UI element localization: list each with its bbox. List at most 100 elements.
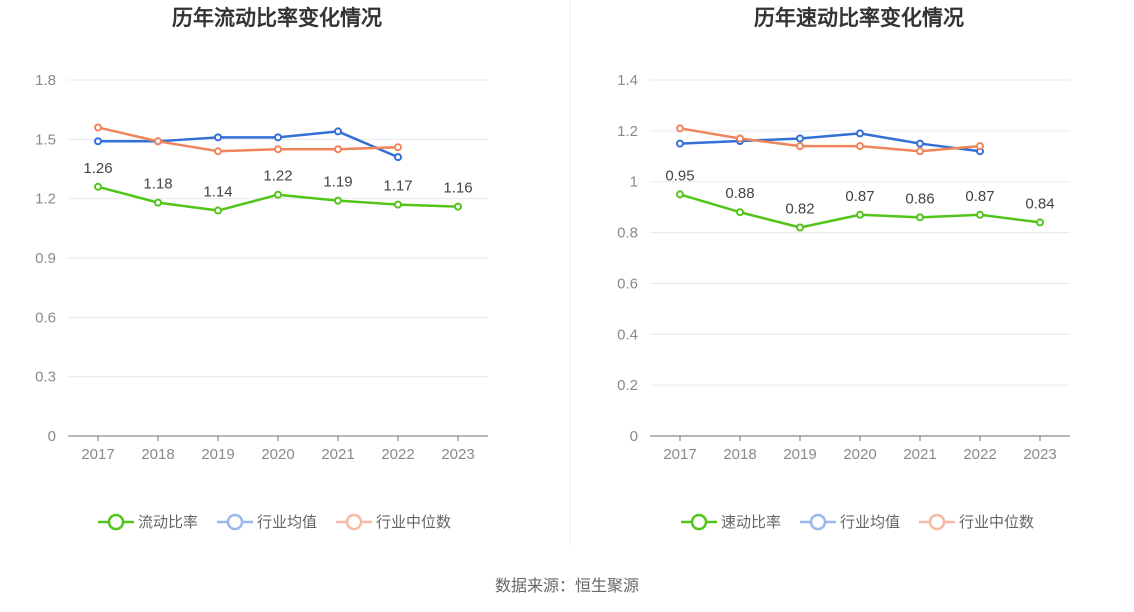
x-tick-label: 2021	[321, 446, 354, 463]
x-tick-label: 2019	[201, 446, 234, 463]
y-axis-ticks: 0 0.2 0.4 0.6 0.8 1 1.2 1.4	[617, 72, 638, 445]
data-point-industry-average	[394, 153, 402, 162]
x-axis	[68, 435, 488, 441]
series-line-industry-average	[679, 132, 981, 153]
legend-label-main: 流动比率	[138, 513, 198, 531]
data-label: 0.95	[665, 167, 694, 184]
x-tick-label: 2020	[843, 446, 876, 463]
legend[interactable]: 流动比率 行业均值 行业中位数	[98, 513, 451, 531]
data-point-main	[334, 196, 342, 205]
data-point-industry-median	[394, 143, 402, 152]
legend-label-industry-average: 行业均值	[840, 513, 900, 531]
data-point-industry-median	[94, 123, 102, 132]
data-point-industry-average	[916, 139, 924, 148]
series-line-industry-median	[679, 127, 981, 153]
legend-label-main: 速动比率	[721, 513, 781, 531]
legend-marker-main	[690, 513, 708, 531]
data-label: 1.26	[83, 160, 112, 177]
x-tick-label: 2021	[903, 446, 936, 463]
legend[interactable]: 速动比率 行业均值 行业中位数	[681, 513, 1034, 531]
data-label: 1.14	[203, 184, 232, 201]
chart-title: 历年流动比率变化情况	[172, 6, 382, 30]
y-axis-ticks: 0 0.3 0.6 0.9 1.2 1.5 1.8	[35, 72, 56, 445]
data-point-industry-median	[676, 124, 684, 133]
data-point-industry-median	[736, 134, 744, 143]
y-tick-label: 1.5	[35, 131, 56, 148]
y-tick-label: 0.6	[617, 275, 638, 292]
data-point-industry-median	[274, 145, 282, 154]
series-line-industry-median	[97, 126, 399, 153]
data-point-main	[454, 202, 462, 211]
data-point-industry-median	[154, 137, 162, 146]
legend-marker-industry-median	[345, 513, 363, 531]
x-tick-label: 2018	[723, 446, 756, 463]
legend-label-industry-average: 行业均值	[257, 513, 317, 531]
x-tick-label: 2018	[141, 446, 174, 463]
data-point-main	[856, 210, 864, 219]
data-point-industry-average	[94, 137, 102, 146]
data-point-main	[796, 223, 804, 232]
x-tick-label: 2019	[783, 446, 816, 463]
y-tick-label: 0.2	[617, 377, 638, 394]
data-point-industry-median	[334, 145, 342, 154]
data-point-main	[214, 206, 222, 215]
y-tick-label: 0.8	[617, 225, 638, 242]
legend-marker-industry-average	[809, 513, 827, 531]
x-tick-label: 2022	[963, 446, 996, 463]
data-point-main	[976, 210, 984, 219]
y-tick-label: 0.9	[35, 250, 56, 267]
data-point-main	[676, 190, 684, 199]
y-tick-label: 1.8	[35, 72, 56, 89]
quick-ratio-chart: 历年速动比率变化情况 0 0.2 0.4 0.6 0.8 1 1.2 1.4 2017 2018…	[617, 6, 1070, 531]
x-tick-label: 2020	[261, 446, 294, 463]
x-tick-label: 2017	[81, 446, 114, 463]
data-point-industry-median	[214, 147, 222, 156]
data-label: 0.87	[965, 188, 994, 205]
data-point-industry-average	[676, 139, 684, 148]
data-point-industry-median	[856, 142, 864, 151]
legend-marker-industry-median	[928, 513, 946, 531]
data-label: 0.84	[1025, 195, 1054, 212]
grid-lines	[68, 79, 488, 378]
y-tick-label: 0	[48, 428, 56, 445]
y-tick-label: 0.3	[35, 369, 56, 386]
data-point-industry-median	[976, 142, 984, 151]
x-axis	[650, 435, 1070, 441]
y-tick-label: 0.4	[617, 326, 638, 343]
y-tick-label: 0.6	[35, 309, 56, 326]
y-tick-label: 1	[630, 174, 638, 191]
legend-label-industry-median: 行业中位数	[959, 513, 1034, 531]
data-point-industry-average	[214, 133, 222, 142]
series-lines	[94, 123, 462, 215]
data-point-main	[394, 200, 402, 209]
data-point-industry-average	[856, 129, 864, 138]
x-axis-ticks: 2017 2018 2019 2020 2021 2022 2023	[663, 446, 1056, 463]
grid-lines	[650, 79, 1070, 386]
data-point-industry-average	[334, 127, 342, 136]
data-point-industry-median	[916, 147, 924, 156]
data-label: 0.88	[725, 185, 754, 202]
y-tick-label: 1.2	[35, 191, 56, 208]
data-source-footer: 数据来源：恒生聚源	[494, 576, 639, 595]
data-point-industry-median	[796, 142, 804, 151]
series-line-industry-average	[98, 130, 399, 159]
y-tick-label: 0	[630, 428, 638, 445]
data-point-main	[736, 208, 744, 217]
data-label: 1.18	[143, 176, 172, 193]
x-tick-label: 2023	[441, 446, 474, 463]
data-point-main	[1036, 218, 1044, 227]
data-point-main	[154, 198, 162, 207]
x-tick-label: 2022	[381, 446, 414, 463]
series-lines	[676, 124, 1044, 232]
data-point-main	[274, 190, 282, 199]
x-axis-ticks: 2017 2018 2019 2020 2021 2022 2023	[81, 446, 474, 463]
legend-label-industry-median: 行业中位数	[376, 513, 451, 531]
data-point-main	[94, 182, 102, 191]
data-label: 1.16	[443, 180, 472, 197]
data-label: 0.82	[785, 200, 814, 217]
chart-title: 历年速动比率变化情况	[754, 6, 964, 30]
x-tick-label: 2017	[663, 446, 696, 463]
data-point-industry-average	[274, 133, 282, 142]
data-point-industry-average	[796, 134, 804, 143]
